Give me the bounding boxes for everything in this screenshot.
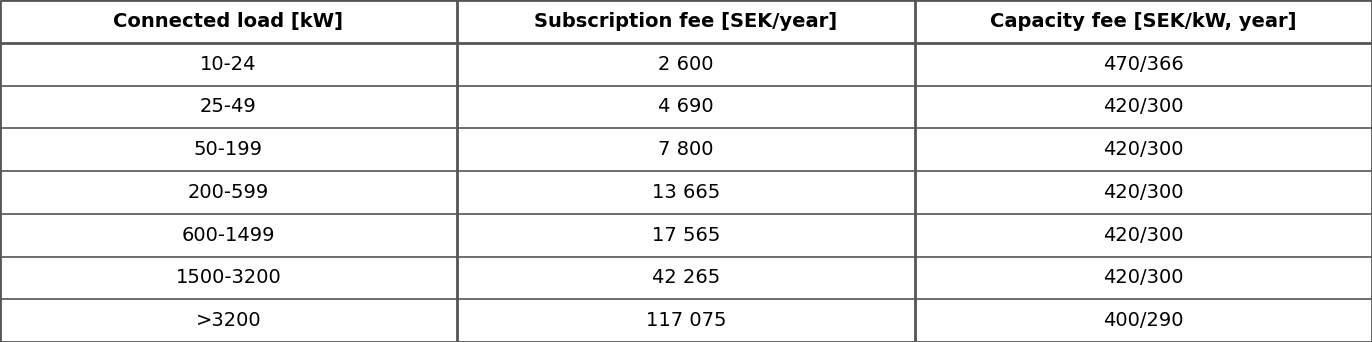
Text: 470/366: 470/366 [1103, 55, 1184, 74]
Bar [0, 214, 457, 256]
Bar [457, 0, 915, 43]
Bar [0, 43, 457, 86]
Text: >3200: >3200 [196, 311, 261, 330]
Text: 420/300: 420/300 [1103, 183, 1184, 202]
Text: 420/300: 420/300 [1103, 268, 1184, 287]
Text: 25-49: 25-49 [200, 97, 257, 116]
Bar [0, 299, 457, 342]
Text: 420/300: 420/300 [1103, 226, 1184, 245]
Bar [0, 256, 457, 299]
Bar [915, 86, 1372, 128]
Bar [915, 214, 1372, 256]
Text: Subscription fee [SEK/year]: Subscription fee [SEK/year] [535, 12, 837, 31]
Bar [457, 86, 915, 128]
Text: 7 800: 7 800 [659, 140, 713, 159]
Bar [457, 171, 915, 214]
Text: Connected load [kW]: Connected load [kW] [114, 12, 343, 31]
Bar [0, 86, 457, 128]
Text: 2 600: 2 600 [659, 55, 713, 74]
Bar [457, 214, 915, 256]
Text: 200-599: 200-599 [188, 183, 269, 202]
Bar [915, 128, 1372, 171]
Bar [457, 299, 915, 342]
Bar [457, 43, 915, 86]
Text: 600-1499: 600-1499 [181, 226, 276, 245]
Bar [915, 256, 1372, 299]
Bar [915, 43, 1372, 86]
Text: 50-199: 50-199 [193, 140, 263, 159]
Text: 117 075: 117 075 [646, 311, 726, 330]
Bar [457, 256, 915, 299]
Text: 420/300: 420/300 [1103, 140, 1184, 159]
Bar [0, 171, 457, 214]
Bar [915, 299, 1372, 342]
Bar [457, 128, 915, 171]
Text: Capacity fee [SEK/kW, year]: Capacity fee [SEK/kW, year] [991, 12, 1297, 31]
Text: 400/290: 400/290 [1103, 311, 1184, 330]
Bar [915, 171, 1372, 214]
Text: 17 565: 17 565 [652, 226, 720, 245]
Bar [915, 0, 1372, 43]
Text: 420/300: 420/300 [1103, 97, 1184, 116]
Bar [0, 128, 457, 171]
Bar [0, 0, 457, 43]
Text: 4 690: 4 690 [659, 97, 713, 116]
Text: 10-24: 10-24 [200, 55, 257, 74]
Text: 13 665: 13 665 [652, 183, 720, 202]
Text: 1500-3200: 1500-3200 [176, 268, 281, 287]
Text: 42 265: 42 265 [652, 268, 720, 287]
